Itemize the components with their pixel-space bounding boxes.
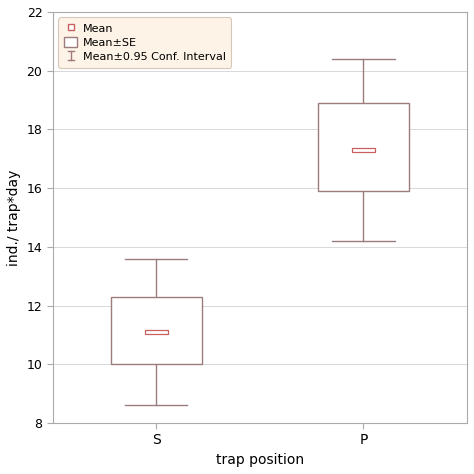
Bar: [145, 330, 168, 334]
Bar: [318, 103, 409, 191]
Y-axis label: ind./ trap*day: ind./ trap*day: [7, 169, 21, 266]
Bar: [352, 148, 375, 152]
Bar: [111, 297, 202, 365]
Legend: Mean, Mean±SE, Mean±0.95 Conf. Interval: Mean, Mean±SE, Mean±0.95 Conf. Interval: [58, 18, 231, 68]
X-axis label: trap position: trap position: [216, 453, 304, 467]
